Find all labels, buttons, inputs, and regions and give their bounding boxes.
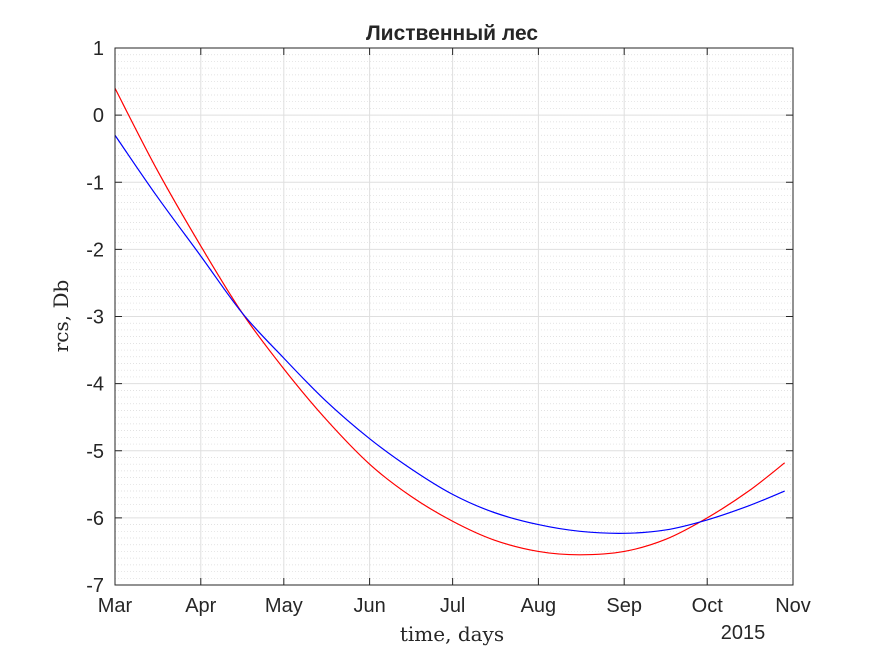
x-tick-label: Aug (521, 595, 557, 617)
y-tick-label: -1 (86, 172, 104, 194)
minor-grid (115, 54, 793, 579)
x-tick-label: Nov (775, 595, 811, 617)
y-tick-label: -5 (86, 441, 104, 463)
x-tick-label: Apr (185, 595, 216, 617)
x-tick-label: Oct (692, 595, 724, 617)
chart-title: Лиственный лес (366, 22, 538, 45)
y-tick-label: -6 (86, 508, 104, 530)
x-tick-label: Jun (353, 595, 385, 617)
x-tick-label: Mar (98, 595, 133, 617)
ticks (114, 47, 794, 586)
series-line-1 (114, 87, 786, 556)
y-tick-label: -2 (86, 239, 104, 261)
x-tick-label: May (265, 595, 303, 617)
x-axis-year-label: 2015 (721, 622, 766, 644)
major-grid (115, 48, 793, 585)
series-layer (114, 87, 786, 556)
y-tick-label: 0 (93, 105, 104, 127)
series-line-2 (114, 134, 785, 534)
y-axis-label: rcs, Db (49, 280, 73, 353)
y-tick-label: -4 (86, 374, 104, 396)
x-tick-labels: Mar Apr May Jun Jul Aug Sep Oct Nov (98, 595, 811, 617)
x-axis-label: time, days (400, 622, 504, 646)
y-tick-labels: 1 0 -1 -2 -3 -4 -5 -6 -7 (86, 38, 104, 597)
y-tick-label: -3 (86, 307, 104, 329)
x-tick-label: Sep (606, 595, 642, 617)
y-tick-label: 1 (93, 38, 104, 60)
y-tick-label: -7 (86, 575, 104, 597)
x-tick-label: Jul (440, 595, 466, 617)
